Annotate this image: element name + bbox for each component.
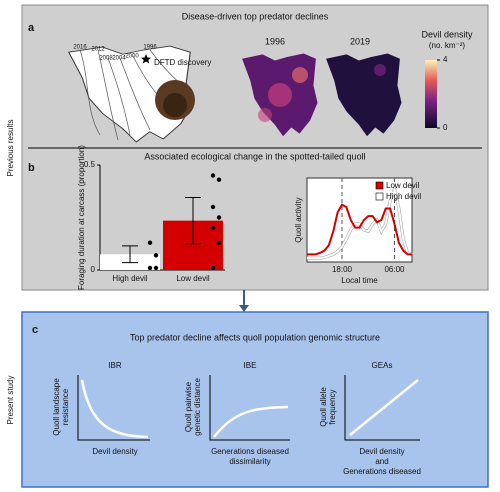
y-axis-label: Quoll activity [294,197,303,242]
hotspot [268,83,292,107]
x-axis-label: Generations diseased [211,447,289,456]
heatmap-year: 1996 [265,36,285,46]
panel-title: Top predator decline affects quoll popul… [130,332,380,342]
point [210,204,216,210]
year-label: 2016 [73,45,87,51]
legend-label: High devil [386,192,421,201]
x-tick-label: Low devil [176,274,210,283]
plot-title: GEAs [372,361,393,370]
panel-letter: b [28,162,35,174]
arrow-head [239,305,249,312]
x-axis-label: Generations diseased [343,467,421,476]
heatmaps [242,53,402,137]
hotspot [258,108,272,122]
line [307,186,413,260]
y-tick-label: 0.5 [84,160,96,169]
colorbar [425,60,437,128]
legend-swatch [375,192,384,201]
heatmap-year: 2019 [350,36,370,46]
point [153,265,159,271]
y-axis-label: genetic distance [193,378,202,436]
side-label: Previous results [6,120,15,177]
side-label: Present study [6,376,15,425]
concept-curves [80,379,419,439]
panel-title: Associated ecological change in the spot… [144,151,365,161]
plot-title: IBE [244,361,257,370]
x-tick-label: 18:00 [332,265,353,274]
colorbar-title: Devil density [421,29,473,39]
point [147,240,153,245]
year-label: 2008 [99,56,113,62]
star-label: DFTD discovery [154,58,211,67]
legend-swatch [375,181,384,190]
line [307,203,412,256]
point [210,265,216,271]
point [216,240,222,245]
year-label: 1996 [143,45,157,51]
point [147,265,153,271]
colorbar-tick-label: 4 [443,55,448,64]
x-axis-label: Devil density [359,447,404,456]
error-bar [185,197,201,245]
y-axis-label: Quoll landscape [52,378,61,436]
x-axis-label: Local time [341,276,378,285]
concept-axes [77,375,420,441]
legend-label: Low devil [386,181,420,190]
y-axis-label: Foraging duration at carcass (proportion… [77,145,86,290]
hotspot [374,64,386,76]
star [141,54,151,64]
x-tick-label: 06:00 [384,265,405,274]
plot-title: IBR [108,361,122,370]
x-axis-label: dissimilarity [229,457,270,466]
point [216,177,222,182]
point [210,225,216,231]
y-axis-label: frequency [328,389,337,424]
x-tick-label: High devil [112,274,147,283]
year-label: 2000 [125,54,139,60]
x-axis-label: Devil density [92,447,137,456]
y-axis-label: Quoll allele [319,387,328,427]
year-label: 2004 [112,56,126,62]
point [210,173,216,178]
y-axis-label: resistance [61,388,70,425]
x-axis-label: and [375,457,388,466]
colorbar-unit: (no. km⁻²) [429,41,466,50]
point [153,253,159,258]
panel-letter: c [32,324,38,336]
y-tick-label: 0 [91,265,96,274]
devil-icon [163,93,187,117]
point [216,215,222,220]
year-label: 2012 [91,47,105,53]
y-axis-label: Quoll pairwise [184,381,193,432]
hotspot [292,67,308,83]
panel-letter: a [28,22,35,34]
colorbar-tick-label: 0 [443,123,448,132]
error-bar [122,245,138,264]
present-box [21,311,489,488]
panel-title: Disease-driven top predator declines [182,11,329,21]
